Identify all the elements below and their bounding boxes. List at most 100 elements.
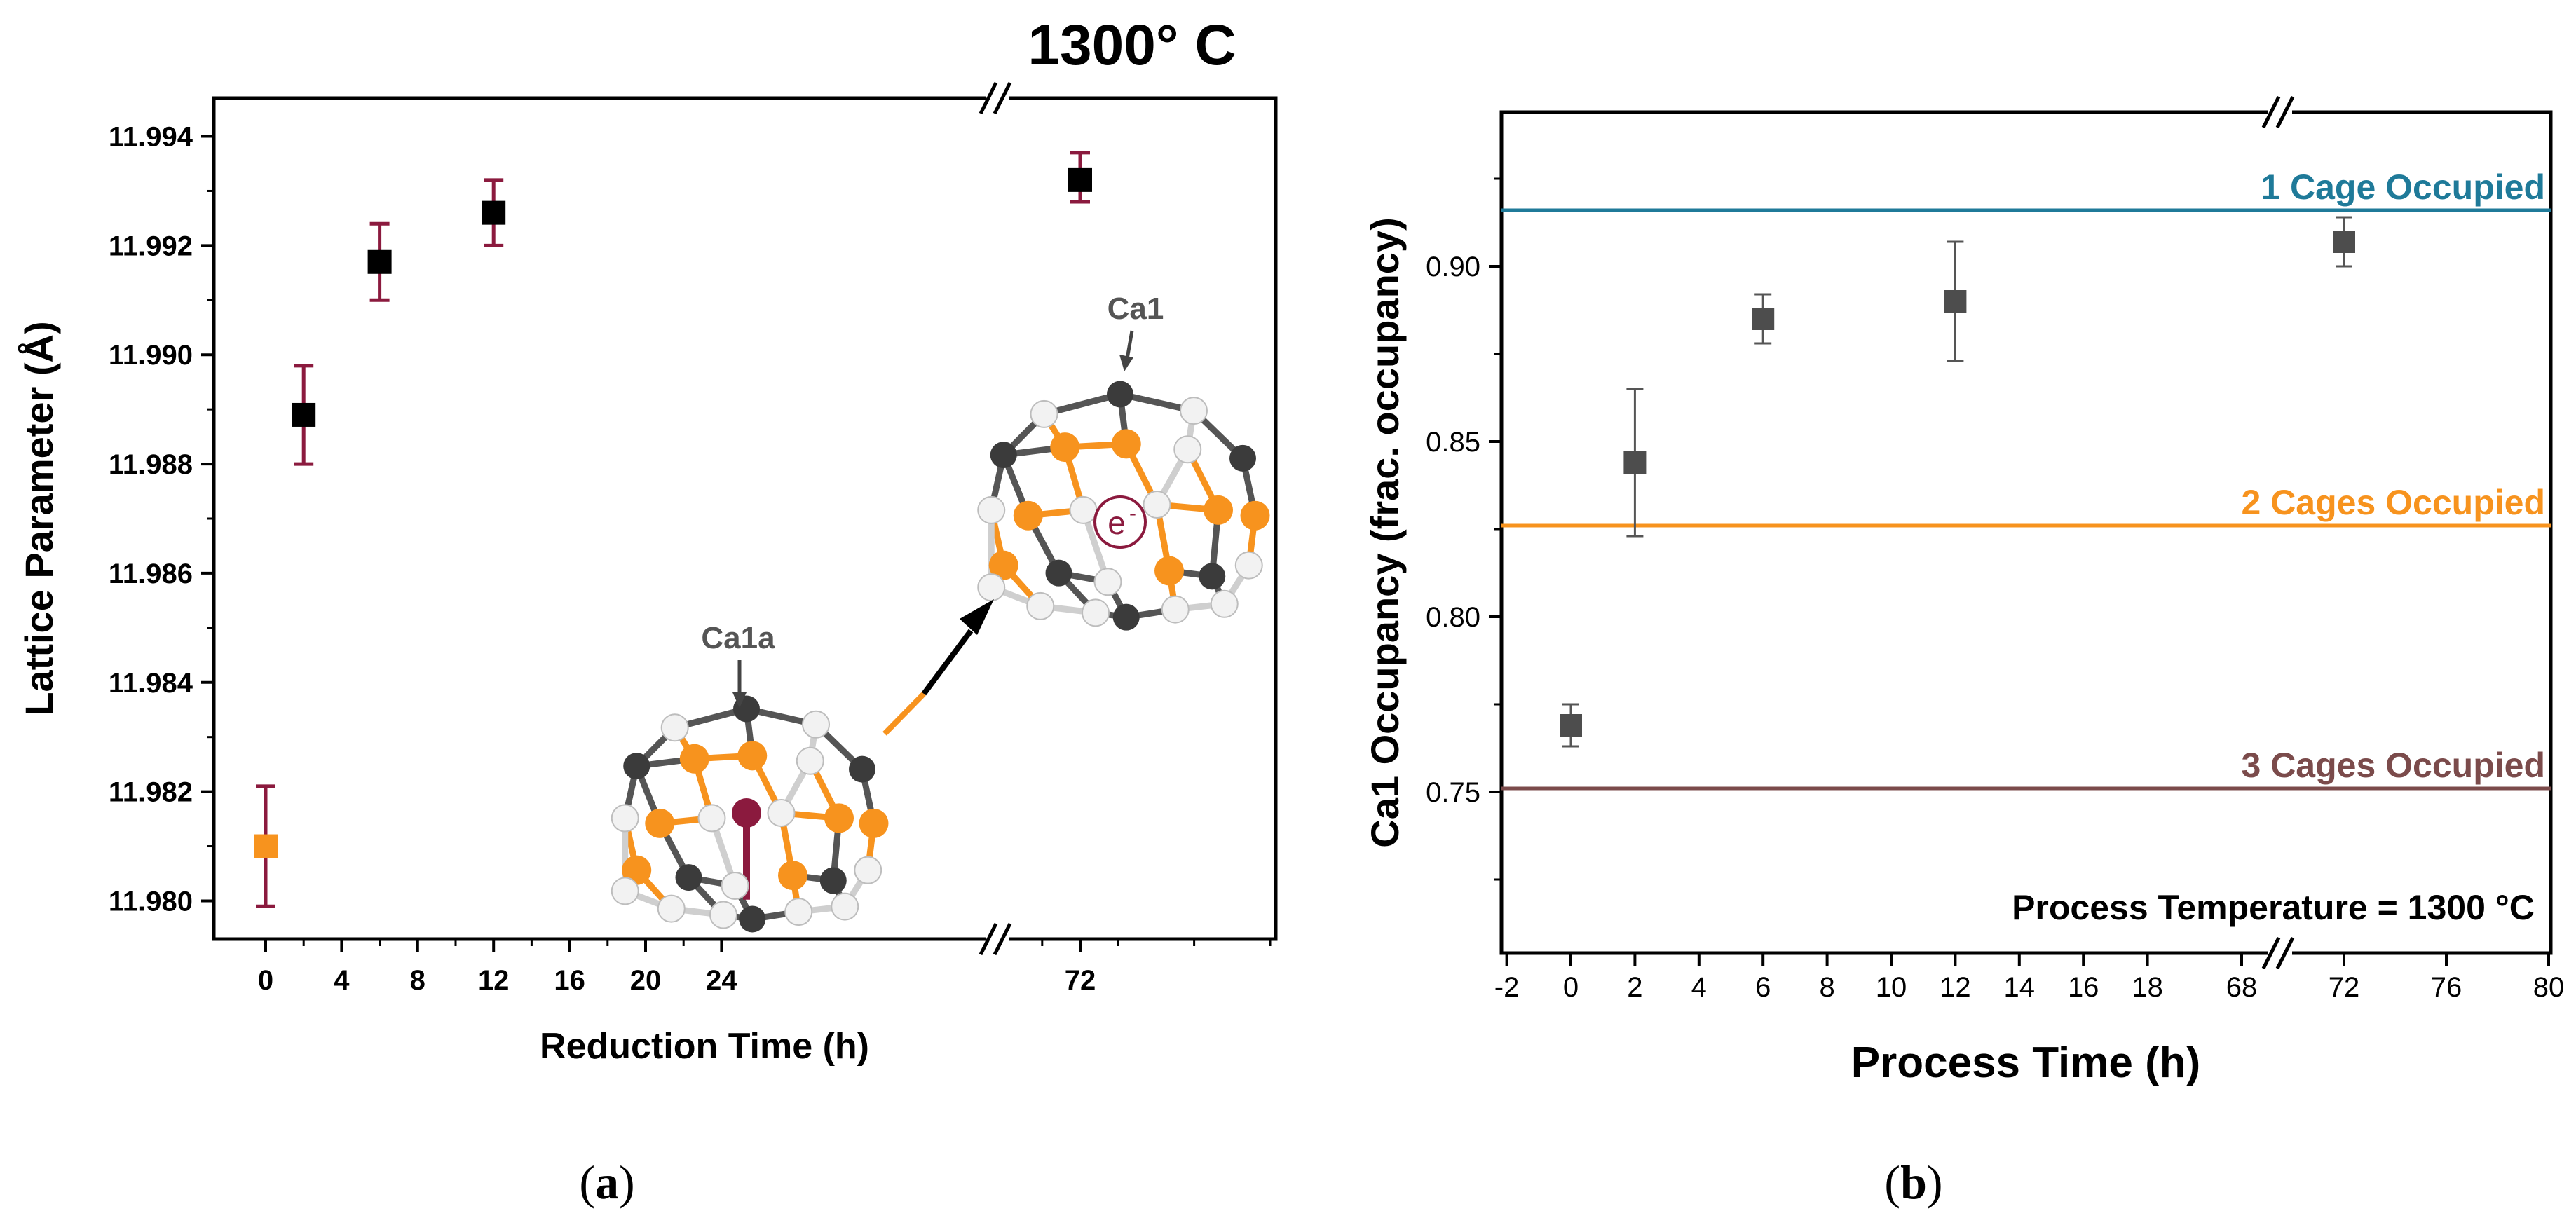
orange-atom xyxy=(988,550,1018,580)
orange-atom xyxy=(645,808,675,838)
chart-b-x-tick-label: 76 xyxy=(2431,972,2462,1003)
dark-atom xyxy=(1045,559,1072,587)
chart-a-y-tick-label: 11.988 xyxy=(109,449,193,480)
center-atom xyxy=(732,798,761,828)
chart-b-reference-line-label: 1 Cage Occupied xyxy=(2261,167,2545,207)
orange-atom xyxy=(824,803,854,833)
chart-a-cage-structure-inset: Ca1a Ca1 e - xyxy=(611,292,1270,933)
orange-atom xyxy=(1050,432,1080,463)
chart-b-x-tick-label: 2 xyxy=(1627,972,1642,1003)
dark-atom xyxy=(1229,444,1256,472)
chart-b-x-tick-label: 16 xyxy=(2068,972,2099,1003)
chart-a-marker xyxy=(367,249,392,274)
chart-a: 11.980 11.982 11.984 11.986 11.988 11.990 11.9… xyxy=(17,13,1278,1209)
dark-atom xyxy=(990,442,1017,469)
chart-a-data-point xyxy=(367,221,392,302)
chart-a-y-tick-label: 11.984 xyxy=(109,668,193,699)
white-atom xyxy=(977,573,1006,602)
chart-b-x-tick-label: 18 xyxy=(2132,972,2163,1003)
chart-a-x-tick-label: 4 xyxy=(334,965,350,996)
chart-b-x-tick-label: 8 xyxy=(1819,972,1834,1003)
orange-atom xyxy=(1240,500,1270,531)
electron-letter: e xyxy=(1108,505,1126,541)
dark-atom xyxy=(819,867,847,894)
orange-atom xyxy=(778,861,807,891)
chart-a-x-tick-label: 24 xyxy=(706,965,737,996)
white-atom xyxy=(1093,568,1122,596)
chart-b-y-axis-label: Ca1 Occupancy (frac. occupancy) xyxy=(1363,217,1407,847)
panel-letter-b: b xyxy=(1900,1156,1927,1209)
chart-b-y-axis: 0.75 0.80 0.85 0.90 xyxy=(1426,177,1501,881)
chart-b-y-tick-label: 0.80 xyxy=(1426,602,1480,633)
chart-b-y-tick-label: 0.90 xyxy=(1426,252,1480,282)
chart-b-data-point xyxy=(2333,216,2355,268)
label-ca1: Ca1 xyxy=(1108,292,1164,326)
chart-b-x-tick-label: 6 xyxy=(1755,972,1771,1003)
chart-b-bottom-axis-break-marker xyxy=(2261,936,2295,970)
chart-b-x-tick-label: 80 xyxy=(2533,972,2565,1003)
chart-a-data-point xyxy=(482,178,506,247)
label-ca1a: Ca1a xyxy=(701,621,775,655)
chart-b-x-tick-label: 0 xyxy=(1563,972,1579,1003)
white-atom xyxy=(1082,598,1110,627)
white-atom xyxy=(802,710,830,739)
chart-a-title: 1300° C xyxy=(1028,13,1236,77)
chart-b-x-tick-label: 72 xyxy=(2329,972,2360,1003)
chart-b-y-tick-label: 0.85 xyxy=(1426,427,1480,458)
chart-a-x-tick-label: 16 xyxy=(554,965,585,996)
chart-a-x-axis-label: Reduction Time (h) xyxy=(540,1026,869,1067)
orange-atom xyxy=(859,808,889,838)
chart-b-y-tick-label: 0.75 xyxy=(1426,777,1480,808)
chart-b-marker xyxy=(2333,231,2355,253)
electron-charge: - xyxy=(1129,502,1136,525)
chart-b: 1 Cage Occupied 2 Cages Occupied 3 Cages O… xyxy=(1363,95,2565,1209)
chart-a-x-tick-label: 20 xyxy=(630,965,662,996)
white-atom xyxy=(721,871,749,900)
chart-a-bottom-axis-break-marker xyxy=(979,922,1012,956)
white-atom xyxy=(709,901,737,929)
white-atom xyxy=(611,877,639,905)
chart-a-y-tick-label: 11.990 xyxy=(109,340,193,371)
chart-a-x-tick-label: 12 xyxy=(478,965,510,996)
orange-atom xyxy=(737,741,768,771)
chart-b-x-axis-label: Process Time (h) xyxy=(1851,1039,2200,1087)
chart-b-x-tick-label: 14 xyxy=(2004,972,2036,1003)
chart-b-data-point xyxy=(1944,240,1967,362)
white-atom xyxy=(977,495,1006,524)
dark-atom xyxy=(1107,381,1133,408)
chart-b-top-axis-break-marker xyxy=(2261,95,2295,129)
orange-atom xyxy=(1111,429,1141,459)
chart-a-y-tick-label: 11.982 xyxy=(109,777,193,808)
chart-b-data-point xyxy=(1560,703,1582,748)
white-atom xyxy=(611,804,639,833)
chart-a-data-point xyxy=(254,784,278,908)
orange-atom xyxy=(1013,500,1043,531)
orange-atom xyxy=(622,855,652,885)
white-atom xyxy=(697,804,726,833)
white-atom xyxy=(1069,495,1098,524)
white-atom xyxy=(784,898,813,926)
chart-a-x-axis: 0 4 8 12 16 20 24 72 xyxy=(258,939,1272,996)
small-cage-structure xyxy=(611,695,889,933)
chart-a-marker xyxy=(292,402,316,427)
chart-a-marker xyxy=(254,834,278,858)
chart-a-top-axis-break-marker xyxy=(979,81,1012,115)
chart-b-x-tick-label: 12 xyxy=(1940,972,1971,1003)
dark-atom xyxy=(849,755,875,783)
dark-atom xyxy=(1199,563,1226,590)
chart-b-annotation: Process Temperature = 1300 °C xyxy=(2012,888,2535,927)
white-atom xyxy=(657,894,686,923)
chart-b-marker xyxy=(1944,290,1967,313)
panel-label-a: (a) xyxy=(579,1156,634,1209)
white-atom xyxy=(831,892,859,921)
white-atom xyxy=(1161,595,1190,624)
chart-b-data-point xyxy=(1623,388,1647,538)
chart-b-x-tick-label: 68 xyxy=(2226,972,2258,1003)
orange-atom xyxy=(1204,495,1233,525)
chart-b-x-tick-label: -2 xyxy=(1494,972,1520,1003)
white-atom xyxy=(1173,435,1202,464)
chart-a-y-tick-label: 11.992 xyxy=(109,231,193,261)
chart-b-reference-line-label: 3 Cages Occupied xyxy=(2242,746,2546,785)
white-atom xyxy=(1026,591,1055,620)
